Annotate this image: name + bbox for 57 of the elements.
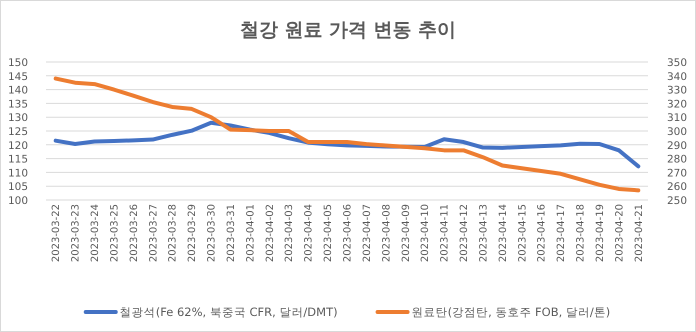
y2-tick-label: 300 [667,126,688,138]
chart-title: 철강 원료 가격 변동 추이 [240,19,456,41]
x-tick-label: 2023-04-07 [362,204,373,262]
x-tick-label: 2023-04-04 [304,204,315,262]
y2-tick-label: 310 [667,112,688,124]
y-tick-label: 105 [8,181,28,194]
y-tick-label: 145 [8,70,28,83]
x-tick-label: 2023-03-30 [206,204,218,262]
x-tick-label: 2023-03-25 [109,204,120,262]
y-tick-label: 115 [8,154,28,166]
y-tick-label: 110 [8,167,28,180]
x-tick-label: 2023-04-21 [634,204,645,262]
y2-tick-label: 290 [667,140,688,152]
x-tick-label: 2023-04-13 [478,204,490,262]
x-tick-label: 2023-04-05 [323,204,334,262]
x-tick-label: 2023-04-10 [420,204,432,262]
x-tick-label: 2023-04-02 [264,204,276,262]
x-tick-label: 2023-03-23 [70,204,82,262]
x-tick-label: 2023-04-11 [440,204,451,262]
y2-tick-label: 250 [667,195,688,207]
x-tick-label: 2023-03-22 [51,204,62,262]
y-tick-label: 100 [8,195,28,207]
x-tick-label: 2023-04-16 [536,204,548,262]
y2-tick-label: 260 [667,181,688,194]
y2-tick-label: 280 [667,154,688,166]
y-tick-label: 135 [8,98,28,110]
x-tick-label: 2023-04-18 [576,204,587,262]
x-tick-label: 2023-04-09 [400,204,412,262]
x-tick-label: 2023-04-19 [594,204,606,262]
x-tick-label: 2023-04-08 [381,204,392,262]
x-tick-label: 2023-04-03 [284,204,296,262]
x-tick-label: 2023-03-28 [168,204,179,262]
y2-tick-label: 270 [667,167,688,180]
y2-tick-label: 350 [667,57,688,69]
x-tick-label: 2023-04-06 [342,204,354,262]
legend-label: 철광석(Fe 62%, 북중국 CFR, 달러/DMT) [120,305,338,319]
y2-tick-label: 330 [667,84,688,97]
x-tick-label: 2023-03-31 [226,204,237,262]
x-tick-label: 2023-04-15 [517,204,528,262]
x-tick-label: 2023-03-29 [187,204,198,262]
x-tick-label: 2023-03-26 [128,204,140,262]
y-tick-label: 140 [8,84,28,97]
y-tick-label: 125 [8,126,28,138]
y-tick-label: 150 [8,57,28,69]
x-tick-label: 2023-03-24 [90,204,102,262]
y2-tick-label: 340 [667,70,688,83]
y2-tick-label: 320 [667,98,688,110]
x-tick-label: 2023-04-20 [614,204,626,262]
x-tick-label: 2023-03-27 [148,204,160,262]
legend-label: 원료탄(강점탄, 동호주 FOB, 달러/톤) [412,305,610,319]
x-tick-label: 2023-04-17 [556,204,568,262]
x-tick-label: 2023-04-01 [245,204,256,262]
y-tick-label: 120 [8,140,28,152]
y-tick-label: 130 [8,112,28,124]
line-series [54,76,640,192]
x-tick-label: 2023-04-12 [459,204,470,262]
x-tick-label: 2023-04-14 [498,204,509,262]
